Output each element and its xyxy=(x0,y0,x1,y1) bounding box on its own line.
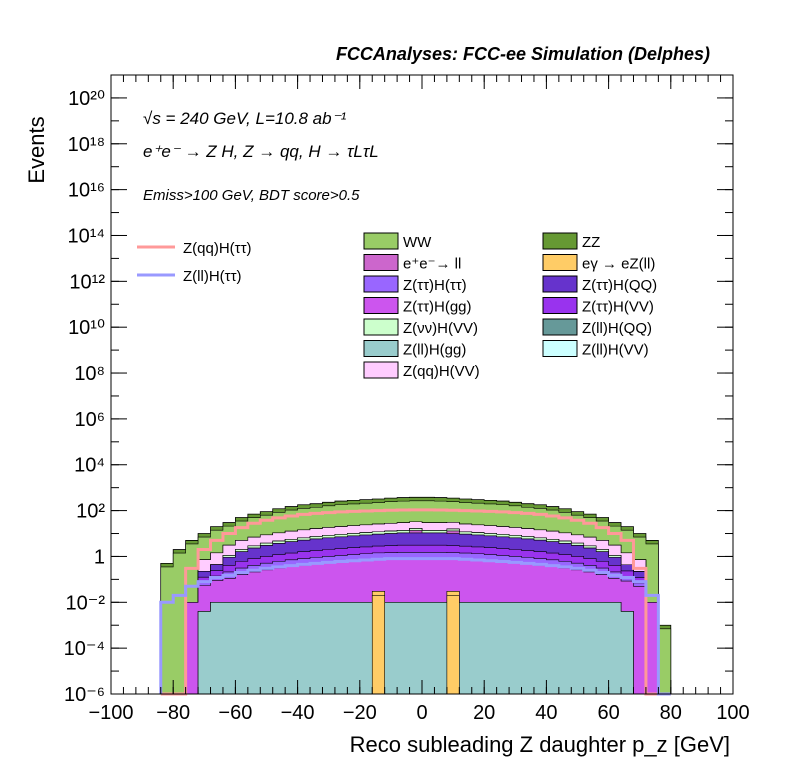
signal-line-z-qq-h- xyxy=(160,508,671,696)
annotation-cuts: Emiss>100 GeV, BDT score>0.5 xyxy=(143,187,360,204)
legend-box-swatch xyxy=(363,275,399,293)
x-tick-label: 100 xyxy=(716,702,749,724)
x-axis-label: Reco subleading Z daughter p_z [GeV] xyxy=(350,732,730,757)
y-tick-label: 10⁴ xyxy=(74,455,105,477)
legend-box-swatch xyxy=(363,340,399,357)
legend-box-label: Z(ll)H(VV) xyxy=(582,342,649,359)
y-tick-label: 10⁻² xyxy=(66,592,106,614)
legend-box-label: e⁺e⁻→ ll xyxy=(403,256,461,273)
signal-lines-layer xyxy=(159,508,671,696)
legend-box-label: Z(ττ)H(ττ) xyxy=(403,277,467,294)
legend-box-label: ZZ xyxy=(582,234,600,251)
legend-box-swatch xyxy=(363,318,399,336)
stack-egamma-bar xyxy=(446,595,460,695)
x-tick-label: −40 xyxy=(281,702,315,724)
legend-box-label: WW xyxy=(403,234,432,251)
legend-box-label: Z(ll)H(QQ) xyxy=(582,320,652,337)
legend: Z(qq)H(ττ) Z(ll)H(ττ) WW e⁺e⁻→ ll Z(ττ)H(ττ)… xyxy=(137,232,657,380)
stack-z-ll-h-gg- xyxy=(160,601,671,695)
y-tick-label: 10¹⁰ xyxy=(68,317,105,339)
legend-box-label: Z(qq)H(VV) xyxy=(403,363,480,380)
y-tick-label: 10⁸ xyxy=(74,363,105,385)
y-tick-label: 10¹² xyxy=(69,271,105,293)
y-tick-label: 1 xyxy=(94,546,105,568)
axis-layer: −100 −80 −60 −40 −20 0 20 40 60 80 100 10⁻⁶ 10⁻⁴ 10⁻²… xyxy=(64,74,750,724)
x-tick-label: −100 xyxy=(88,702,133,724)
stack-egamma-bar xyxy=(371,595,385,695)
annotation-energy-lumi: √s = 240 GeV, L=10.8 ab⁻¹ xyxy=(143,109,347,128)
legend-box-swatch xyxy=(363,254,399,271)
y-tick-label: 10⁻⁴ xyxy=(64,638,105,660)
x-tick-label: −20 xyxy=(343,702,377,724)
legend-box-swatch xyxy=(363,361,399,379)
annotation-process: e⁺e⁻ → Z H, Z → qq, H → τLτL xyxy=(143,142,379,161)
y-tick-label: 10¹⁸ xyxy=(68,134,105,156)
legend-box-swatch xyxy=(542,340,578,357)
signal-line-z-ll-h- xyxy=(159,557,671,696)
y-axis-label: Events xyxy=(24,116,49,183)
legend-box-swatch xyxy=(363,232,399,250)
legend-box-swatch xyxy=(542,254,578,271)
legend-box-label: Z(ll)H(gg) xyxy=(403,342,466,359)
legend-box-swatch xyxy=(542,275,578,293)
legend-box-swatch xyxy=(363,297,399,314)
x-tick-label: 60 xyxy=(597,702,619,724)
y-tick-label: 10⁶ xyxy=(75,409,105,431)
legend-box-label: Z(νν)H(VV) xyxy=(403,320,478,337)
legend-box-label: eγ → eZ(ll) xyxy=(582,256,655,273)
x-tick-label: 80 xyxy=(660,702,682,724)
plot-header: FCCAnalyses: FCC-ee Simulation (Delphes) xyxy=(336,44,710,64)
y-tick-label: 10¹⁶ xyxy=(68,180,105,202)
y-tick-label: 10²⁰ xyxy=(68,88,105,110)
x-tick-label: 0 xyxy=(416,702,427,724)
legend-box-label: Z(ττ)H(VV) xyxy=(582,299,654,316)
y-tick-label: 10¹⁴ xyxy=(68,225,106,247)
x-tick-label: −80 xyxy=(156,702,190,724)
legend-box-swatch xyxy=(542,232,578,250)
y-tick-label: 10² xyxy=(76,501,105,523)
x-tick-label: −60 xyxy=(218,702,252,724)
legend-line-label: Z(ll)H(ττ) xyxy=(183,268,242,285)
y-tick-label: 10⁻⁶ xyxy=(64,684,105,706)
legend-box-swatch xyxy=(542,297,578,314)
x-tick-label: 20 xyxy=(473,702,495,724)
legend-line-label: Z(qq)H(ττ) xyxy=(183,240,252,257)
legend-box-swatch xyxy=(542,318,578,336)
legend-box-label: Z(ττ)H(QQ) xyxy=(582,277,657,294)
x-tick-label: 40 xyxy=(535,702,557,724)
legend-box-label: Z(ττ)H(gg) xyxy=(403,299,472,316)
